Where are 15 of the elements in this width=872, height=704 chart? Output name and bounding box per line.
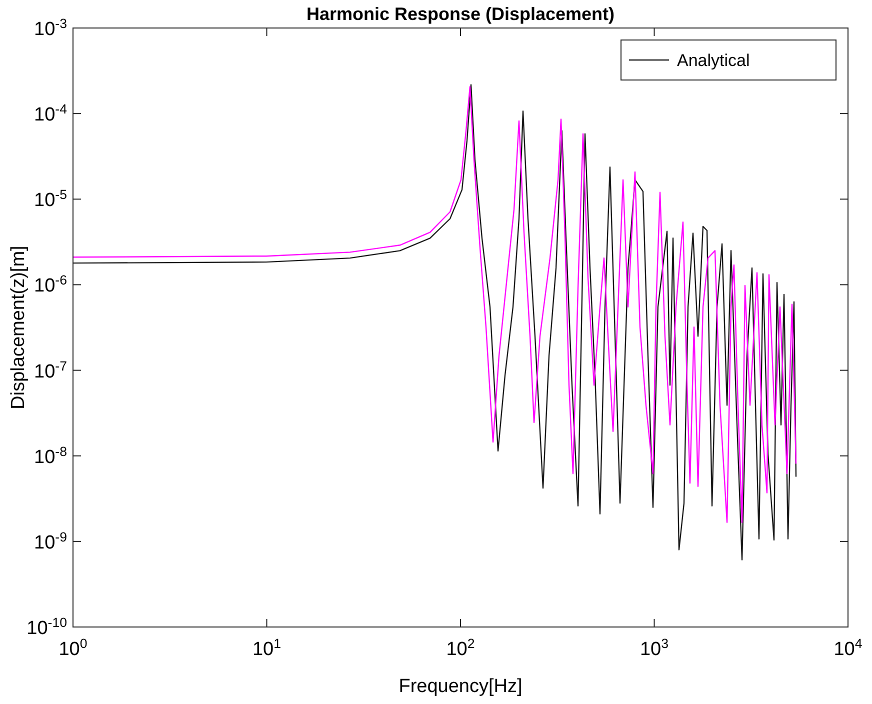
y-tick-label: 10$^{-4}$ — [34, 101, 67, 126]
y-axis-title: Displacement(z)[m] — [8, 246, 29, 410]
y-tick-label: 10$^{-3}$ — [34, 16, 67, 40]
y-tick-label: 10$^{-7}$ — [34, 358, 67, 382]
y-tick-label: 10$^{-8}$ — [34, 443, 67, 468]
y-tick-label: 10$^{-9}$ — [34, 528, 67, 554]
x-tick-label: 10$^{1}$ — [252, 636, 282, 660]
y-tick-label: 10$^{-5}$ — [34, 186, 67, 212]
y-tick-label: 10$^{-6}$ — [34, 272, 67, 297]
x-axis-title: Frequency[Hz] — [398, 676, 522, 697]
legend-label: Analytical — [677, 51, 750, 70]
x-tick-label: 10$^{2}$ — [446, 636, 475, 660]
x-tick-label: 10$^{4}$ — [834, 636, 862, 660]
x-tick-label: 10$^{3}$ — [640, 636, 669, 660]
chart-title: Harmonic Response (Displacement) — [306, 4, 615, 24]
